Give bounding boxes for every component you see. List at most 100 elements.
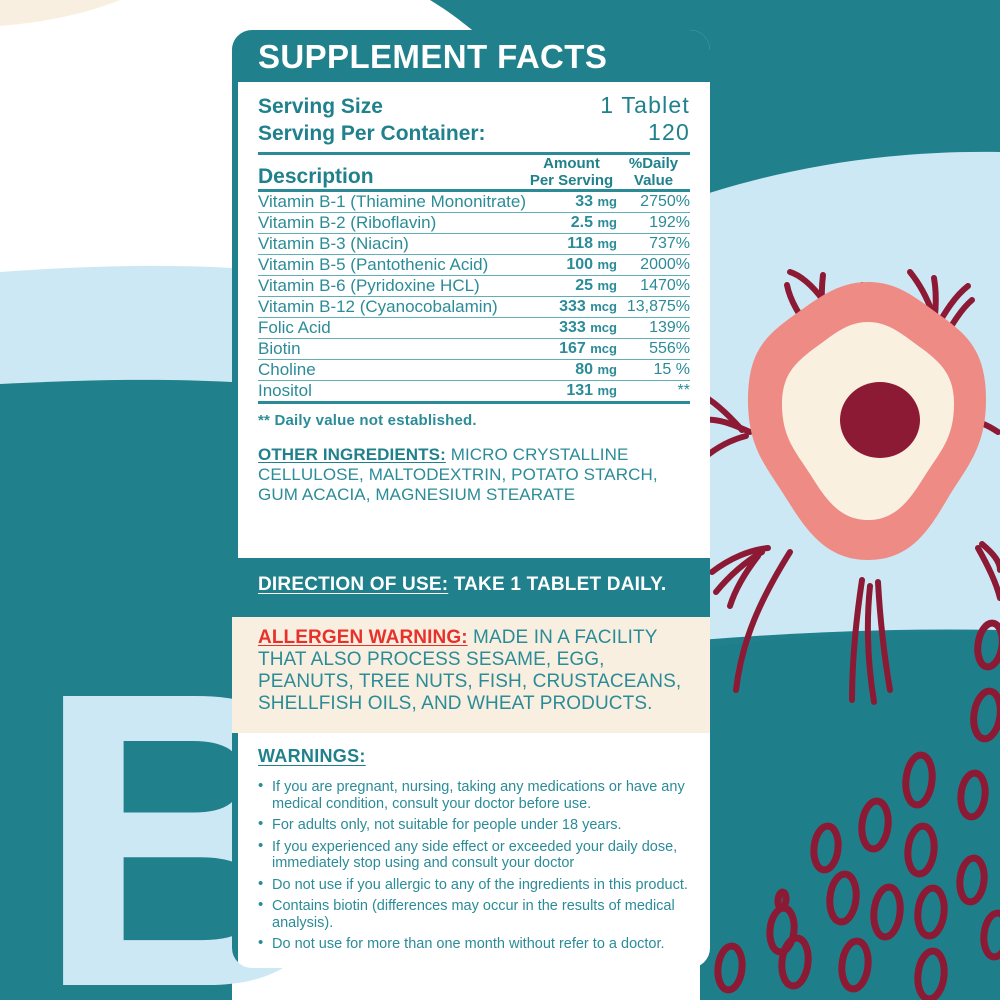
cell-daily-value: 192% [649, 214, 690, 231]
cell-amount: 33 mg [526, 191, 617, 213]
column-header-amount: Amount Per Serving [526, 154, 617, 191]
bottom-right-teal-2 [700, 631, 1000, 1000]
amount-value: 333 [559, 319, 586, 336]
amount-unit: mcg [590, 320, 617, 335]
amount-unit: mg [597, 236, 617, 251]
direction-of-use-text: DIRECTION OF USE: TAKE 1 TABLET DAILY. [258, 574, 666, 596]
neuron-nucleus [840, 382, 920, 458]
allergen-warning-text: ALLERGEN WARNING: MADE IN A FACILITY THA… [258, 627, 696, 715]
cell-daily-value: 15 % [653, 361, 690, 378]
cell-daily-value: 2750% [640, 193, 690, 210]
cream-sliver [0, 0, 120, 26]
amount-unit: mcg [590, 299, 617, 314]
cell-amount: 333 mcg [526, 318, 617, 339]
amount-unit: mg [597, 278, 617, 293]
oval-pattern [714, 619, 1000, 1000]
serving-per-container-row: Serving Per Container: 120 [258, 119, 700, 146]
table-row: Inositol 131 mg ** [258, 380, 690, 403]
amount-value: 118 [567, 235, 594, 252]
table-row: Vitamin B-2 (Riboflavin) 2.5 mg 192% [258, 212, 690, 234]
amount-value: 131 [566, 382, 594, 399]
warning-item: If you experienced any side effect or ex… [258, 838, 702, 872]
warning-item: Contains biotin (differences may occur i… [258, 897, 702, 931]
card-header-band: SUPPLEMENT FACTS [232, 30, 710, 82]
cell-description: Folic Acid [258, 318, 331, 337]
table-body: Vitamin B-1 (Thiamine Mononitrate) 33 mg 2… [258, 191, 690, 403]
cell-daily-value: 2000% [640, 256, 690, 273]
cell-daily-value: 13,875% [626, 298, 690, 315]
table-row: Folic Acid 333 mcg 139% [258, 317, 690, 339]
dv-header-line2: Value [633, 172, 674, 189]
amount-value: 333 [559, 298, 586, 315]
cell-amount: 80 mg [526, 360, 617, 381]
supplement-facts-table: Description Amount Per Serving %Daily Va… [258, 152, 690, 404]
warnings-list: If you are pregnant, nursing, taking any… [258, 778, 702, 953]
column-header-daily-value: %Daily Value [617, 154, 690, 191]
cell-description: Vitamin B-2 (Riboflavin) [258, 213, 437, 232]
amount-value: 80 [575, 361, 594, 378]
amount-header-line1: Amount [543, 155, 600, 172]
table-row: Choline 80 mg 15 % [258, 359, 690, 381]
amount-value: 25 [575, 277, 594, 294]
amount-value: 100 [566, 256, 594, 273]
cell-description: Inositol [258, 381, 312, 400]
cell-daily-value: ** [677, 382, 690, 399]
cell-amount: 333 mcg [526, 297, 617, 318]
allergen-warning-body: MADE IN A FACILITY THAT ALSO PROCESS SES… [258, 627, 682, 714]
cell-description: Vitamin B-6 (Pyridoxine HCL) [258, 276, 480, 295]
amount-unit: mcg [590, 341, 617, 356]
header-title: SUPPLEMENT FACTS [258, 38, 608, 75]
amount-value: 33 [575, 193, 594, 210]
cell-amount: 2.5 mg [526, 213, 617, 234]
cell-description: Vitamin B-12 (Cyanocobalamin) [258, 297, 498, 316]
cell-daily-value: 1470% [640, 277, 690, 294]
warning-item: Do not use if you allergic to any of the… [258, 876, 702, 894]
cell-daily-value: 139% [649, 319, 690, 336]
column-header-description: Description [258, 165, 374, 188]
card-body: Serving Size 1 Tablet Serving Per Contai… [232, 82, 710, 505]
table-row: Vitamin B-12 (Cyanocobalamin) 333 mcg 13,8… [258, 296, 690, 318]
table-row: Vitamin B-3 (Niacin) 118 mg 737% [258, 233, 690, 255]
cell-description: Vitamin B-1 (Thiamine Mononitrate) [258, 192, 527, 211]
other-ingredients-block: OTHER INGREDIENTS: MICRO CRYSTALLINE CEL… [258, 445, 698, 505]
direction-of-use-heading: DIRECTION OF USE: [258, 574, 449, 595]
warnings-heading: WARNINGS: [258, 746, 366, 766]
serving-size-value: 1 Tablet [600, 92, 690, 118]
dv-header-line1: %Daily [628, 155, 679, 172]
amount-unit: mg [597, 257, 617, 272]
other-ingredients-heading: OTHER INGREDIENTS: [258, 445, 446, 464]
amount-unit: mg [597, 194, 617, 209]
amount-unit: mg [597, 362, 617, 377]
cell-amount: 25 mg [526, 276, 617, 297]
allergen-warning-band: ALLERGEN WARNING: MADE IN A FACILITY THA… [232, 617, 710, 733]
cell-daily-value: 556% [649, 340, 690, 357]
direction-of-use-body: TAKE 1 TABLET DAILY. [453, 574, 667, 595]
table-row: Vitamin B-6 (Pyridoxine HCL) 25 mg 1470% [258, 275, 690, 297]
daily-value-footnote: ** Daily value not established. [258, 412, 477, 429]
card-left-stripe [232, 30, 238, 968]
warning-item: If you are pregnant, nursing, taking any… [258, 778, 702, 812]
cell-amount: 100 mg [526, 255, 617, 276]
amount-value: 2.5 [570, 214, 594, 231]
cell-amount: 118 mg [526, 234, 617, 255]
table-header-row: Description Amount Per Serving %Daily Va… [258, 153, 690, 191]
supplement-facts-card: SUPPLEMENT FACTS Serving Size 1 Tablet S… [232, 30, 710, 968]
amount-value: 167 [559, 340, 586, 357]
serving-per-container-value: 120 [648, 119, 690, 145]
allergen-warning-heading: ALLERGEN WARNING: [258, 627, 468, 648]
table-row: Vitamin B-5 (Pantothenic Acid) 100 mg 2000… [258, 254, 690, 276]
serving-info: Serving Size 1 Tablet Serving Per Contai… [258, 92, 700, 146]
table-row: Biotin 167 mcg 556% [258, 338, 690, 360]
cell-daily-value: 737% [649, 235, 690, 252]
serving-size-row: Serving Size 1 Tablet [258, 92, 700, 119]
cell-amount: 131 mg [526, 381, 617, 403]
left-teal-block [0, 379, 232, 1000]
other-ingredients-text: MICRO CRYSTALLINE CELLULOSE, MALTODEXTRI… [258, 445, 658, 504]
amount-unit: mg [597, 383, 617, 398]
amount-header-line2: Per Serving [529, 172, 614, 189]
warning-item: Do not use for more than one month witho… [258, 935, 702, 953]
direction-of-use-band: DIRECTION OF USE: TAKE 1 TABLET DAILY. [232, 558, 710, 617]
cell-description: Choline [258, 360, 316, 379]
table-head: Description Amount Per Serving %Daily Va… [258, 153, 690, 191]
serving-size-label: Serving Size [258, 95, 383, 118]
